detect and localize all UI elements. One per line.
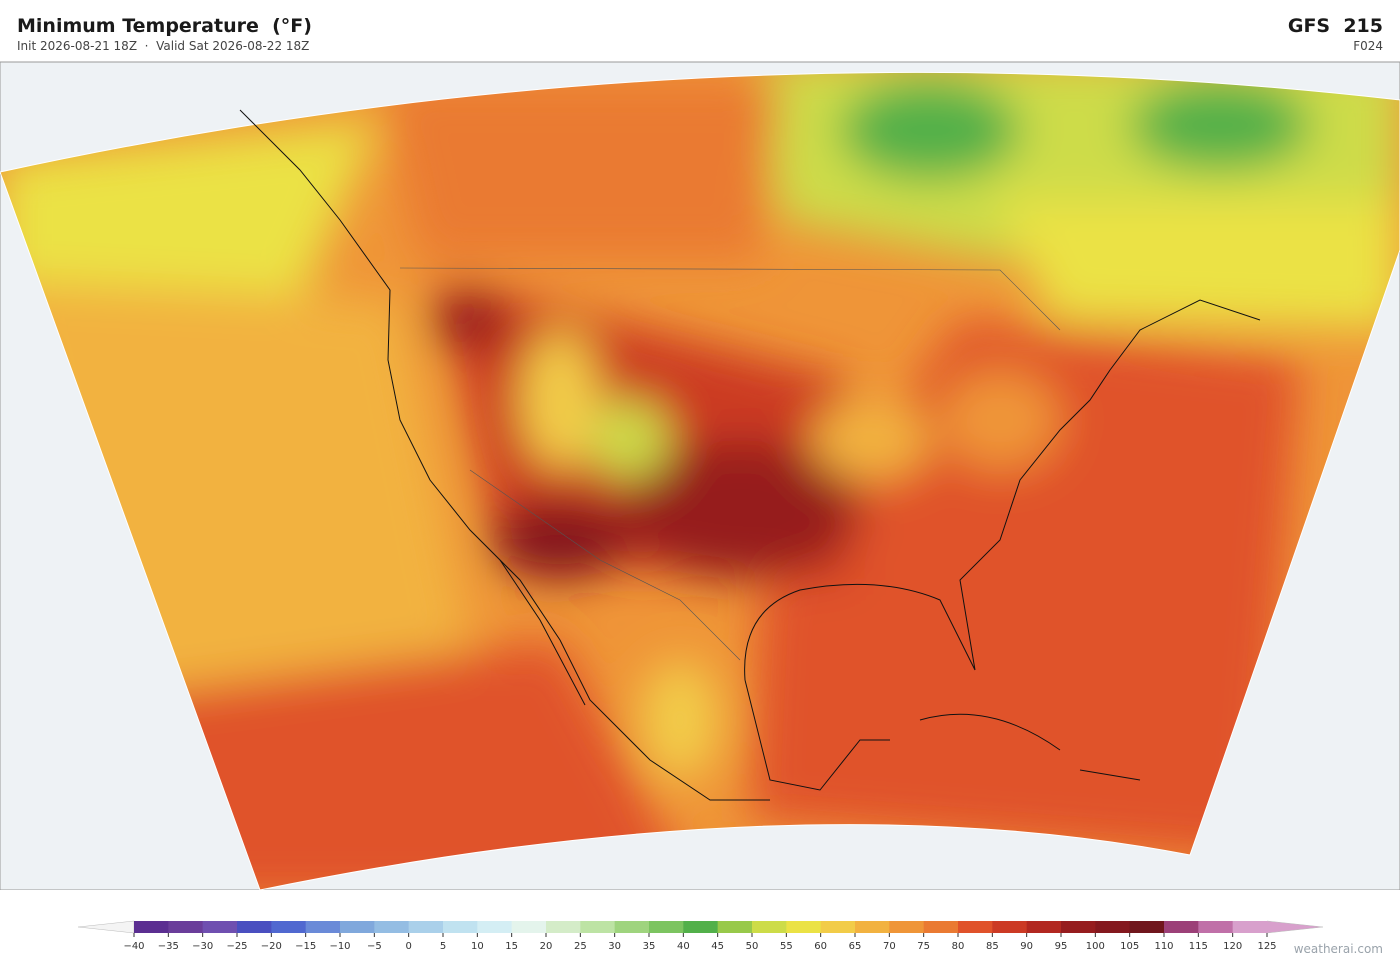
color-bin xyxy=(1232,921,1268,933)
color-bin xyxy=(820,921,856,933)
color-bin xyxy=(305,921,341,933)
subtitle: Init 2026-08-21 18Z · Valid Sat 2026-08-… xyxy=(17,39,310,53)
tick-label: 60 xyxy=(814,941,827,952)
color-bin xyxy=(649,921,684,933)
color-bin xyxy=(408,921,444,933)
coastlines xyxy=(239,109,1261,801)
color-bin xyxy=(717,921,753,933)
color-bin xyxy=(958,921,993,933)
color-bin xyxy=(923,921,959,933)
color-bin xyxy=(237,921,272,933)
color-bin xyxy=(202,921,238,933)
tick-label: −20 xyxy=(261,941,282,952)
tick-label: 95 xyxy=(1055,941,1068,952)
map xyxy=(0,61,1400,890)
tick-label: 105 xyxy=(1120,941,1139,952)
color-bin xyxy=(1095,921,1131,933)
tick-label: 35 xyxy=(643,941,656,952)
tick-label: −35 xyxy=(158,941,179,952)
forecast-hour: F024 xyxy=(1353,39,1383,53)
tick-label: −15 xyxy=(295,941,316,952)
color-bin xyxy=(511,921,547,933)
color-bin xyxy=(477,921,513,933)
watermark: weatherai.com xyxy=(1293,942,1383,956)
tick-label: 25 xyxy=(574,941,587,952)
color-bin xyxy=(340,921,375,933)
color-bin xyxy=(374,921,410,933)
tick-label: 20 xyxy=(540,941,553,952)
title: Minimum Temperature (°F) xyxy=(17,15,312,37)
color-bin xyxy=(752,921,787,933)
model-label: GFS 215 xyxy=(1287,15,1383,37)
color-bin xyxy=(271,921,307,933)
color-bin xyxy=(1061,921,1096,933)
tick-label: 70 xyxy=(883,941,896,952)
borders xyxy=(399,267,1061,661)
color-bin xyxy=(786,921,822,933)
tick-label: 10 xyxy=(471,941,484,952)
color-bin xyxy=(683,921,719,933)
tick-label: 65 xyxy=(849,941,862,952)
color-bin xyxy=(168,921,204,933)
tick-label: 80 xyxy=(952,941,965,952)
tick-label: 30 xyxy=(608,941,621,952)
tick-label: 110 xyxy=(1154,941,1173,952)
tick-label: 100 xyxy=(1086,941,1105,952)
tick-label: −25 xyxy=(226,941,247,952)
tick-label: 115 xyxy=(1189,941,1208,952)
color-bin xyxy=(889,921,925,933)
color-bin xyxy=(614,921,650,933)
color-bin xyxy=(1129,921,1165,933)
tick-label: 0 xyxy=(405,941,411,952)
tick-label: 45 xyxy=(711,941,724,952)
color-bin xyxy=(580,921,616,933)
color-bin xyxy=(1026,921,1062,933)
tick-label: 90 xyxy=(1020,941,1033,952)
colorbar-under xyxy=(77,920,135,934)
tick-label: 125 xyxy=(1257,941,1276,952)
tick-label: 5 xyxy=(440,941,446,952)
tick-label: −40 xyxy=(123,941,144,952)
color-bin xyxy=(134,921,169,933)
tick-label: 75 xyxy=(917,941,930,952)
tick-label: 85 xyxy=(986,941,999,952)
color-bin xyxy=(1164,921,1199,933)
tick-label: 40 xyxy=(677,941,690,952)
color-bin xyxy=(992,921,1028,933)
tick-label: −5 xyxy=(367,941,382,952)
tick-label: 55 xyxy=(780,941,793,952)
tick-label: 50 xyxy=(746,941,759,952)
color-bin xyxy=(546,921,581,933)
color-bin xyxy=(1198,921,1234,933)
tick-label: 15 xyxy=(505,941,518,952)
tick-label: −10 xyxy=(329,941,350,952)
tick-label: 120 xyxy=(1223,941,1242,952)
colorbar: −40 −35 −30 −25 −20 −15 −10 −5 0 5 10 15 20 25 30 35 40 4… xyxy=(77,920,1324,952)
colorbar-over xyxy=(1266,920,1324,934)
color-bin xyxy=(855,921,890,933)
temperature-field xyxy=(0,72,1400,890)
tick-label: −30 xyxy=(192,941,213,952)
color-bin xyxy=(443,921,478,933)
